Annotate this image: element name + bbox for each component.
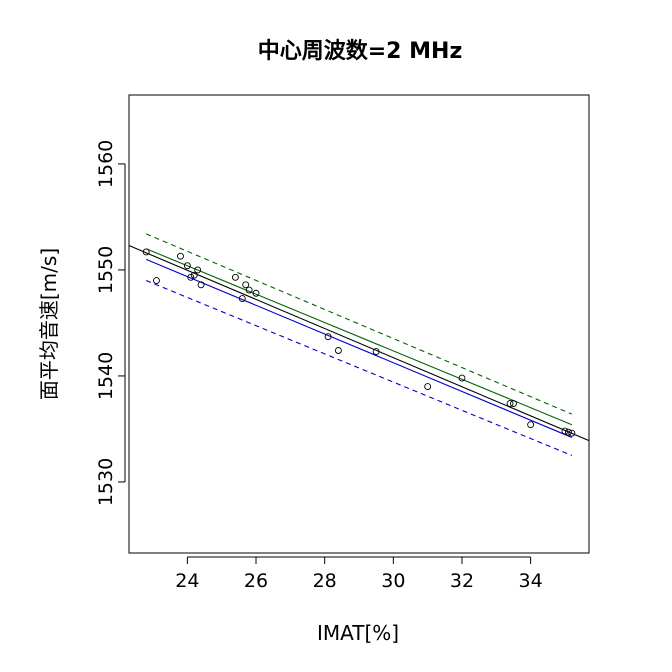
y-axis-label: 面平均音速[m/s] — [37, 248, 61, 400]
data-point — [561, 427, 569, 435]
data-point — [183, 262, 191, 270]
x-tick-label: 30 — [381, 570, 405, 592]
data-point — [334, 347, 342, 354]
data-point — [190, 271, 198, 279]
data-point — [142, 248, 150, 256]
y-tick-label: 1560 — [95, 140, 117, 188]
y-tick-label: 1550 — [95, 246, 117, 294]
data-point — [564, 428, 572, 436]
series-line-3 — [145, 258, 573, 438]
x-tick-label: 28 — [313, 570, 337, 592]
data-point — [527, 421, 535, 429]
data-point — [238, 295, 246, 303]
x-tick-label: 34 — [519, 570, 543, 592]
data-point — [510, 400, 517, 407]
data-point — [506, 400, 514, 407]
axis-layer: 24 26 28 30 32 34 1530 1540 1550 1560 — [95, 140, 543, 592]
series-line-4 — [145, 280, 573, 456]
data-layer — [128, 233, 590, 456]
chart-title: 中心周波数=2 MHz — [258, 38, 463, 64]
x-tick-label: 32 — [450, 570, 474, 592]
data-point — [197, 281, 205, 289]
data-point — [372, 348, 380, 356]
series-line-2 — [145, 233, 573, 415]
data-point — [194, 266, 202, 274]
data-point — [245, 286, 253, 294]
data-point — [231, 273, 239, 281]
x-tick-label: 24 — [175, 570, 199, 592]
y-tick-label: 1530 — [95, 458, 117, 506]
data-point — [568, 429, 576, 437]
data-point — [458, 374, 466, 382]
data-point — [324, 333, 332, 341]
x-axis-label: IMAT[%] — [317, 621, 399, 645]
x-tick-label: 26 — [244, 570, 268, 592]
y-tick-label: 1540 — [95, 352, 117, 400]
series-line-1 — [145, 248, 573, 426]
data-point — [187, 273, 195, 281]
data-point — [242, 281, 250, 289]
data-point — [424, 383, 432, 391]
series-line-0 — [128, 245, 590, 442]
data-point — [153, 277, 160, 284]
data-point — [252, 289, 260, 297]
plot-frame — [128, 94, 590, 554]
data-point — [177, 252, 184, 260]
